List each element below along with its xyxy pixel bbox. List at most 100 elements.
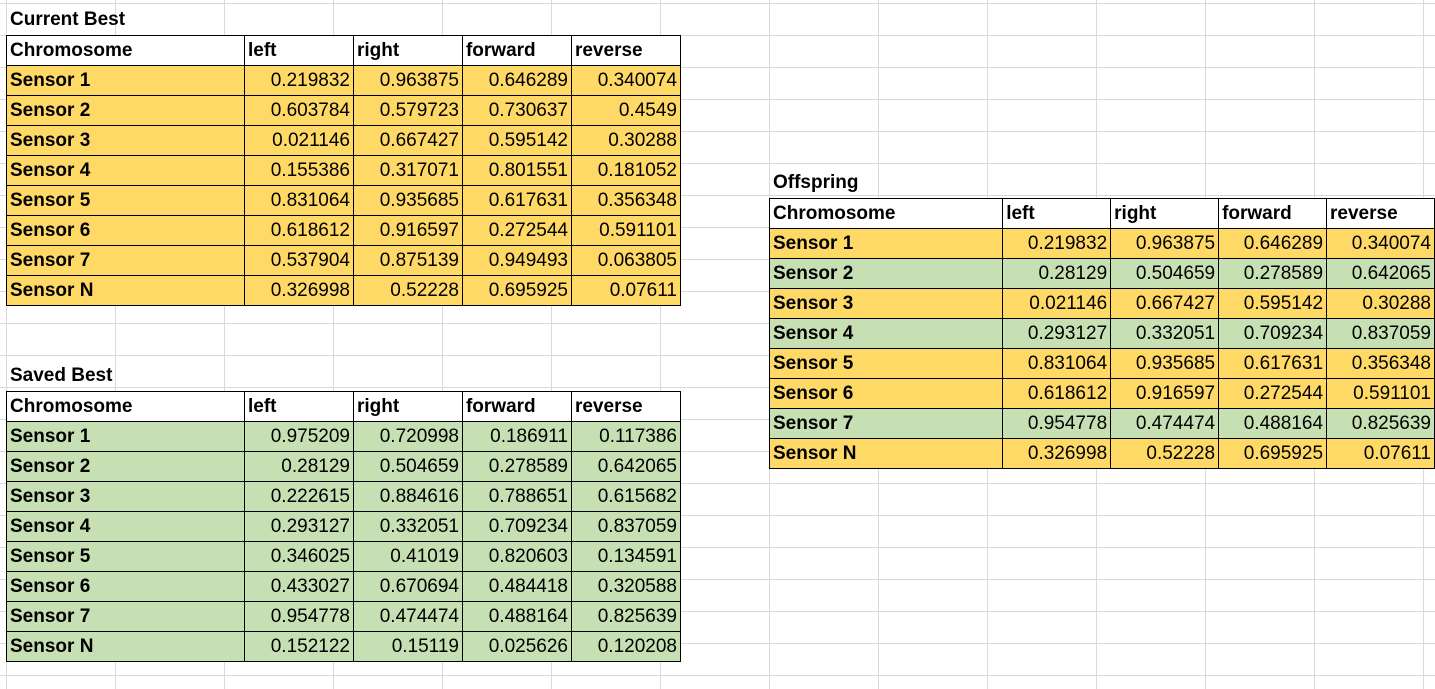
value-cell-right[interactable]: 0.916597 bbox=[1110, 378, 1220, 409]
value-cell-right[interactable]: 0.667427 bbox=[1110, 288, 1220, 319]
value-cell-forward[interactable]: 0.595142 bbox=[1218, 288, 1328, 319]
value-cell-reverse[interactable]: 0.825639 bbox=[1326, 408, 1435, 439]
value-cell-right[interactable]: 0.579723 bbox=[352, 95, 463, 126]
header-cell-empty[interactable] bbox=[135, 35, 245, 66]
value-cell-reverse[interactable]: 0.134591 bbox=[570, 541, 681, 572]
value-cell-right[interactable]: 0.667427 bbox=[352, 125, 463, 156]
value-cell-reverse[interactable]: 0.615682 bbox=[570, 481, 681, 512]
sensor-name-cell[interactable]: Sensor 7 bbox=[6, 601, 136, 632]
value-cell-forward[interactable]: 0.484418 bbox=[461, 571, 572, 602]
value-cell-right[interactable]: 0.332051 bbox=[1110, 318, 1220, 349]
value-cell-left[interactable]: 0.021146 bbox=[243, 125, 354, 156]
empty-cell[interactable] bbox=[135, 601, 245, 632]
sensor-name-cell[interactable]: Sensor 5 bbox=[6, 541, 136, 572]
value-cell-reverse[interactable]: 0.340074 bbox=[1326, 228, 1435, 259]
header-cell-reverse[interactable]: reverse bbox=[570, 391, 681, 422]
empty-cell[interactable] bbox=[898, 438, 1004, 469]
value-cell-right[interactable]: 0.474474 bbox=[352, 601, 463, 632]
empty-cell[interactable] bbox=[898, 348, 1004, 379]
value-cell-left[interactable]: 0.433027 bbox=[243, 571, 354, 602]
sensor-name-cell[interactable]: Sensor N bbox=[6, 275, 136, 306]
value-cell-reverse[interactable]: 0.340074 bbox=[570, 65, 681, 96]
value-cell-right[interactable]: 0.504659 bbox=[1110, 258, 1220, 289]
value-cell-left[interactable]: 0.831064 bbox=[1002, 348, 1112, 379]
sensor-name-cell[interactable]: Sensor 2 bbox=[6, 95, 136, 126]
value-cell-right[interactable]: 0.504659 bbox=[352, 451, 463, 482]
value-cell-reverse[interactable]: 0.117386 bbox=[570, 421, 681, 452]
sensor-name-cell[interactable]: Sensor 4 bbox=[769, 318, 899, 349]
sensor-name-cell[interactable]: Sensor N bbox=[769, 438, 899, 469]
sensor-name-cell[interactable]: Sensor 2 bbox=[6, 451, 136, 482]
value-cell-forward[interactable]: 0.709234 bbox=[1218, 318, 1328, 349]
empty-cell[interactable] bbox=[898, 378, 1004, 409]
value-cell-forward[interactable]: 0.595142 bbox=[461, 125, 572, 156]
sensor-name-cell[interactable]: Sensor 6 bbox=[6, 571, 136, 602]
value-cell-reverse[interactable]: 0.837059 bbox=[1326, 318, 1435, 349]
value-cell-right[interactable]: 0.317071 bbox=[352, 155, 463, 186]
value-cell-left[interactable]: 0.537904 bbox=[243, 245, 354, 276]
value-cell-left[interactable]: 0.28129 bbox=[1002, 258, 1112, 289]
header-cell-forward[interactable]: forward bbox=[1218, 198, 1328, 229]
value-cell-forward[interactable]: 0.278589 bbox=[461, 451, 572, 482]
sensor-name-cell[interactable]: Sensor 6 bbox=[769, 378, 899, 409]
header-cell-right[interactable]: right bbox=[352, 35, 463, 66]
value-cell-left[interactable]: 0.603784 bbox=[243, 95, 354, 126]
value-cell-right[interactable]: 0.935685 bbox=[352, 185, 463, 216]
value-cell-reverse[interactable]: 0.591101 bbox=[1326, 378, 1435, 409]
value-cell-forward[interactable]: 0.617631 bbox=[1218, 348, 1328, 379]
value-cell-left[interactable]: 0.975209 bbox=[243, 421, 354, 452]
value-cell-left[interactable]: 0.219832 bbox=[243, 65, 354, 96]
sensor-name-cell[interactable]: Sensor 1 bbox=[6, 65, 136, 96]
value-cell-left[interactable]: 0.222615 bbox=[243, 481, 354, 512]
value-cell-reverse[interactable]: 0.07611 bbox=[1326, 438, 1435, 469]
value-cell-forward[interactable]: 0.949493 bbox=[461, 245, 572, 276]
value-cell-right[interactable]: 0.935685 bbox=[1110, 348, 1220, 379]
empty-cell[interactable] bbox=[135, 481, 245, 512]
empty-cell[interactable] bbox=[135, 185, 245, 216]
sensor-name-cell[interactable]: Sensor 3 bbox=[6, 125, 136, 156]
sensor-name-cell[interactable]: Sensor 7 bbox=[6, 245, 136, 276]
value-cell-forward[interactable]: 0.646289 bbox=[461, 65, 572, 96]
header-cell-chromosome[interactable]: Chromosome bbox=[6, 35, 136, 66]
value-cell-right[interactable]: 0.15119 bbox=[352, 631, 463, 662]
header-cell-left[interactable]: left bbox=[243, 35, 354, 66]
sensor-name-cell[interactable]: Sensor 5 bbox=[769, 348, 899, 379]
value-cell-reverse[interactable]: 0.642065 bbox=[1326, 258, 1435, 289]
empty-cell[interactable] bbox=[135, 541, 245, 572]
empty-cell[interactable] bbox=[898, 258, 1004, 289]
value-cell-left[interactable]: 0.326998 bbox=[1002, 438, 1112, 469]
value-cell-forward[interactable]: 0.272544 bbox=[1218, 378, 1328, 409]
value-cell-left[interactable]: 0.954778 bbox=[1002, 408, 1112, 439]
value-cell-left[interactable]: 0.346025 bbox=[243, 541, 354, 572]
empty-cell[interactable] bbox=[135, 215, 245, 246]
value-cell-reverse[interactable]: 0.063805 bbox=[570, 245, 681, 276]
value-cell-right[interactable]: 0.41019 bbox=[352, 541, 463, 572]
sensor-name-cell[interactable]: Sensor 1 bbox=[6, 421, 136, 452]
value-cell-right[interactable]: 0.52228 bbox=[1110, 438, 1220, 469]
header-cell-chromosome[interactable]: Chromosome bbox=[769, 198, 899, 229]
value-cell-right[interactable]: 0.474474 bbox=[1110, 408, 1220, 439]
value-cell-reverse[interactable]: 0.30288 bbox=[570, 125, 681, 156]
header-cell-empty[interactable] bbox=[135, 391, 245, 422]
header-cell-empty[interactable] bbox=[898, 198, 1004, 229]
value-cell-left[interactable]: 0.155386 bbox=[243, 155, 354, 186]
empty-cell[interactable] bbox=[135, 421, 245, 452]
value-cell-forward[interactable]: 0.278589 bbox=[1218, 258, 1328, 289]
empty-cell[interactable] bbox=[135, 65, 245, 96]
empty-cell[interactable] bbox=[135, 631, 245, 662]
header-cell-right[interactable]: right bbox=[1110, 198, 1220, 229]
value-cell-reverse[interactable]: 0.181052 bbox=[570, 155, 681, 186]
value-cell-reverse[interactable]: 0.30288 bbox=[1326, 288, 1435, 319]
empty-cell[interactable] bbox=[898, 408, 1004, 439]
value-cell-left[interactable]: 0.618612 bbox=[1002, 378, 1112, 409]
header-cell-reverse[interactable]: reverse bbox=[1326, 198, 1435, 229]
empty-cell[interactable] bbox=[898, 228, 1004, 259]
value-cell-left[interactable]: 0.293127 bbox=[1002, 318, 1112, 349]
value-cell-right[interactable]: 0.963875 bbox=[1110, 228, 1220, 259]
empty-cell[interactable] bbox=[135, 511, 245, 542]
value-cell-reverse[interactable]: 0.591101 bbox=[570, 215, 681, 246]
sensor-name-cell[interactable]: Sensor 6 bbox=[6, 215, 136, 246]
value-cell-reverse[interactable]: 0.825639 bbox=[570, 601, 681, 632]
header-cell-left[interactable]: left bbox=[243, 391, 354, 422]
value-cell-right[interactable]: 0.670694 bbox=[352, 571, 463, 602]
